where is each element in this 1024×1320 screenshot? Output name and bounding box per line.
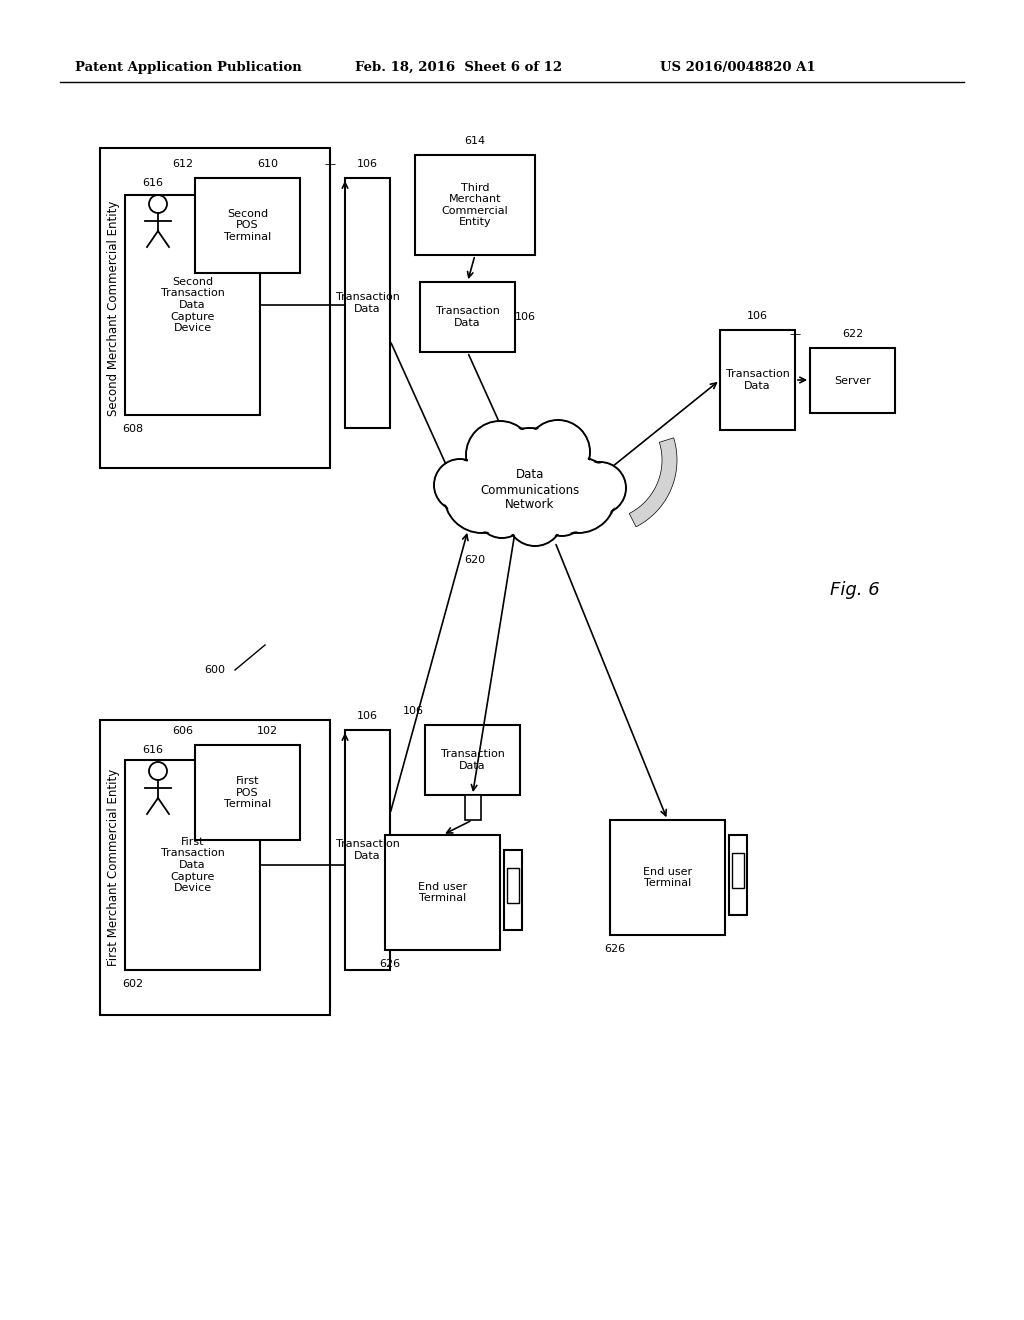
Circle shape — [538, 488, 586, 536]
Bar — [720, 330, 795, 430]
Bar — [125, 760, 260, 970]
Circle shape — [540, 490, 585, 535]
Circle shape — [509, 491, 561, 544]
Text: Transaction
Data: Transaction Data — [440, 750, 505, 771]
Text: 626: 626 — [604, 944, 626, 954]
Text: Third
Merchant
Commercial
Entity: Third Merchant Commercial Entity — [441, 182, 508, 227]
Text: First Merchant Commercial Entity: First Merchant Commercial Entity — [106, 768, 120, 966]
Text: Fig. 6: Fig. 6 — [830, 581, 880, 599]
Text: Transaction
Data: Transaction Data — [336, 840, 399, 861]
Text: 106: 106 — [514, 312, 536, 322]
Circle shape — [445, 458, 518, 532]
Text: 106: 106 — [357, 158, 378, 169]
Bar — [195, 178, 300, 273]
Polygon shape — [629, 438, 677, 527]
Text: First
Transaction
Data
Capture
Device: First Transaction Data Capture Device — [161, 837, 224, 894]
Text: 616: 616 — [142, 178, 164, 187]
Text: Second
Transaction
Data
Capture
Device: Second Transaction Data Capture Device — [161, 277, 224, 333]
Circle shape — [574, 462, 626, 513]
Circle shape — [466, 421, 534, 488]
Circle shape — [507, 490, 563, 546]
Text: 600: 600 — [205, 665, 225, 675]
Text: Transaction
Data: Transaction Data — [435, 306, 500, 327]
Circle shape — [540, 457, 616, 533]
Circle shape — [478, 428, 582, 532]
Circle shape — [434, 459, 486, 511]
Bar — [425, 725, 520, 795]
Circle shape — [575, 463, 625, 512]
Circle shape — [468, 422, 532, 487]
Text: 606: 606 — [172, 726, 194, 737]
Bar — [465, 795, 480, 820]
Text: 106: 106 — [746, 312, 768, 321]
Text: Server: Server — [835, 375, 870, 385]
Bar — [610, 820, 725, 935]
Text: Feb. 18, 2016  Sheet 6 of 12: Feb. 18, 2016 Sheet 6 of 12 — [355, 61, 562, 74]
Text: Patent Application Publication: Patent Application Publication — [75, 61, 302, 74]
Text: Second Merchant Commercial Entity: Second Merchant Commercial Entity — [106, 201, 120, 416]
Circle shape — [435, 461, 484, 510]
Text: 626: 626 — [380, 960, 400, 969]
Circle shape — [527, 421, 589, 483]
Text: 106: 106 — [357, 711, 378, 721]
Bar — [420, 282, 515, 352]
Text: Second
POS
Terminal: Second POS Terminal — [224, 209, 271, 242]
Text: 608: 608 — [123, 424, 143, 434]
Text: —: — — [790, 329, 801, 339]
Text: Data
Communications
Network: Data Communications Network — [480, 469, 580, 511]
Bar — [810, 348, 895, 413]
Bar — [504, 850, 522, 931]
Bar — [345, 178, 390, 428]
Circle shape — [476, 486, 528, 539]
Bar — [732, 853, 744, 888]
Text: 622: 622 — [842, 329, 863, 339]
Bar — [385, 836, 500, 950]
Bar — [415, 154, 535, 255]
Bar — [729, 836, 746, 915]
Text: —: — — [325, 158, 336, 169]
Text: 106: 106 — [402, 706, 424, 715]
Text: End user
Terminal: End user Terminal — [643, 867, 692, 888]
Text: 602: 602 — [123, 979, 143, 989]
Bar — [345, 730, 390, 970]
Bar — [125, 195, 260, 414]
Bar — [100, 719, 330, 1015]
Text: US 2016/0048820 A1: US 2016/0048820 A1 — [660, 61, 816, 74]
Bar — [195, 744, 300, 840]
Circle shape — [477, 487, 526, 536]
Bar — [507, 869, 519, 903]
Text: First
POS
Terminal: First POS Terminal — [224, 776, 271, 809]
Circle shape — [526, 420, 590, 484]
Text: Transaction
Data: Transaction Data — [336, 292, 399, 314]
Text: 610: 610 — [257, 158, 278, 169]
Text: 614: 614 — [465, 136, 485, 147]
Circle shape — [542, 458, 614, 532]
Bar — [100, 148, 330, 469]
Text: 616: 616 — [142, 744, 164, 755]
Text: 102: 102 — [257, 726, 279, 737]
Circle shape — [444, 457, 520, 533]
Circle shape — [479, 429, 581, 531]
Text: 620: 620 — [465, 554, 485, 565]
Text: 612: 612 — [172, 158, 194, 169]
Text: End user
Terminal: End user Terminal — [418, 882, 467, 903]
Text: Transaction
Data: Transaction Data — [726, 370, 790, 391]
